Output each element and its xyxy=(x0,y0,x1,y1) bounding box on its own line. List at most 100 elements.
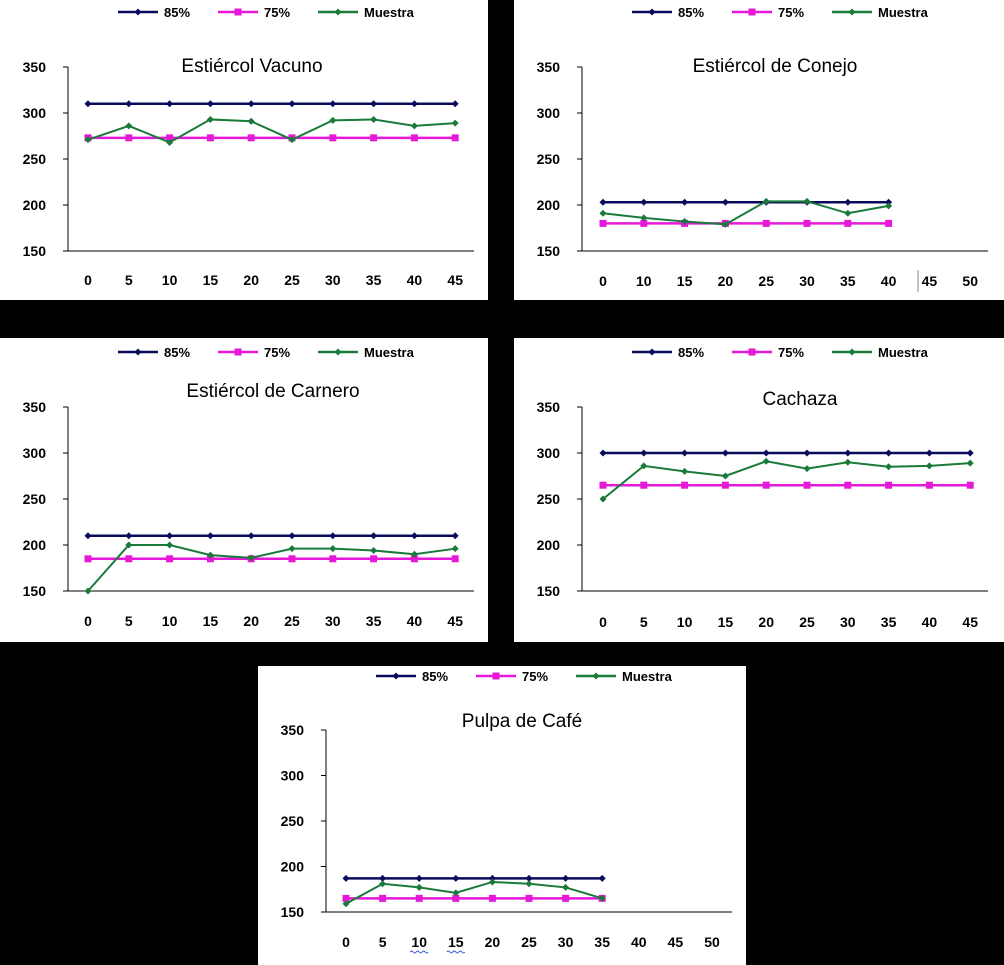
data-point xyxy=(288,532,296,540)
data-point xyxy=(844,449,852,457)
data-point xyxy=(451,119,459,127)
x-tick-label: 25 xyxy=(758,273,774,289)
data-point xyxy=(379,874,387,882)
x-tick-label: 25 xyxy=(284,272,300,288)
data-point xyxy=(379,894,387,902)
legend-item-75: 75% xyxy=(476,669,548,684)
legend-item-75: 75% xyxy=(218,345,290,360)
data-point xyxy=(166,532,174,540)
y-tick-label: 150 xyxy=(537,583,561,599)
data-point xyxy=(599,495,607,503)
data-point xyxy=(640,214,648,222)
legend-label: Muestra xyxy=(364,5,415,20)
data-point xyxy=(247,532,255,540)
legend: 85% 75% Muestra xyxy=(632,345,929,360)
legend-swatch-marker xyxy=(234,348,242,356)
x-tick-label: 40 xyxy=(407,613,423,629)
legend-label: 75% xyxy=(264,345,290,360)
legend: 85% 75% Muestra xyxy=(118,5,415,20)
data-point xyxy=(166,138,174,146)
x-tick-label: 15 xyxy=(677,273,693,289)
chart-panel-estiercol-conejo: 85% 75% Muestra Estiércol de Conejo 150 200 25… xyxy=(514,0,1004,300)
data-point xyxy=(84,587,92,595)
data-point xyxy=(370,134,378,142)
x-tick-label: 10 xyxy=(411,934,427,950)
legend-label: 85% xyxy=(422,669,448,684)
data-point xyxy=(410,122,418,130)
data-point xyxy=(342,900,350,908)
y-tick-label: 150 xyxy=(281,904,305,920)
data-point xyxy=(640,462,648,470)
x-tick-label: 30 xyxy=(558,934,574,950)
x-tick-label: 20 xyxy=(243,272,259,288)
data-point xyxy=(329,134,337,142)
x-tick-label: 35 xyxy=(840,273,856,289)
x-tick-label: 45 xyxy=(668,934,684,950)
chart-svg: 85% 75% Muestra Cachaza 150 200 250 300 350 0 5 10 1… xyxy=(537,345,988,630)
data-point xyxy=(844,219,852,227)
data-point xyxy=(410,100,418,108)
data-point xyxy=(562,894,570,902)
x-tick-label: 50 xyxy=(704,934,720,950)
data-point xyxy=(329,555,337,563)
legend-item-muestra: Muestra xyxy=(318,345,415,360)
data-point xyxy=(206,100,214,108)
data-point xyxy=(125,134,133,142)
legend-label: Muestra xyxy=(364,345,415,360)
x-tick-label: 10 xyxy=(162,613,178,629)
data-point xyxy=(803,465,811,473)
y-tick-label: 200 xyxy=(23,537,47,553)
data-point xyxy=(410,532,418,540)
y-tick-label: 350 xyxy=(537,399,561,415)
data-point xyxy=(599,209,607,217)
legend-swatch-marker xyxy=(492,672,500,680)
data-point xyxy=(84,532,92,540)
legend-swatch-marker xyxy=(334,8,342,16)
series-line xyxy=(345,880,603,905)
x-tick-label: 5 xyxy=(379,934,387,950)
y-tick-label: 300 xyxy=(23,105,47,121)
data-point xyxy=(885,202,893,210)
x-tick-label: 35 xyxy=(594,934,610,950)
data-point xyxy=(370,555,378,563)
data-point xyxy=(762,457,770,465)
data-point xyxy=(342,874,350,882)
data-point xyxy=(452,889,460,897)
data-point xyxy=(599,449,607,457)
data-point xyxy=(125,122,133,130)
data-point xyxy=(762,449,770,457)
data-point xyxy=(803,481,811,489)
legend-item-muestra: Muestra xyxy=(576,669,673,684)
data-point xyxy=(885,198,893,206)
data-point xyxy=(562,874,570,882)
series-line xyxy=(602,460,971,500)
data-point xyxy=(681,198,689,206)
data-point xyxy=(247,117,255,125)
legend-swatch-marker xyxy=(648,348,656,356)
legend-label: 75% xyxy=(778,345,804,360)
data-point xyxy=(681,218,689,226)
legend-swatch-marker xyxy=(334,348,342,356)
data-point xyxy=(288,136,296,144)
legend-item-75: 75% xyxy=(732,5,804,20)
data-point xyxy=(925,462,933,470)
legend-item-85: 85% xyxy=(632,5,704,20)
x-tick-label: 30 xyxy=(325,613,341,629)
data-point xyxy=(415,883,423,891)
data-point xyxy=(925,481,933,489)
x-tick-label: 5 xyxy=(640,614,648,630)
data-point xyxy=(451,100,459,108)
data-point xyxy=(451,134,459,142)
data-point xyxy=(206,532,214,540)
series-75 xyxy=(84,555,459,563)
data-point xyxy=(803,449,811,457)
data-point xyxy=(410,555,418,563)
data-point xyxy=(598,894,606,902)
x-tick-label: 50 xyxy=(962,273,978,289)
y-tick-label: 250 xyxy=(537,491,561,507)
legend-label: 85% xyxy=(164,5,190,20)
data-point xyxy=(488,878,496,886)
data-point xyxy=(370,547,378,555)
chart-title: Estiércol de Carnero xyxy=(186,381,359,402)
